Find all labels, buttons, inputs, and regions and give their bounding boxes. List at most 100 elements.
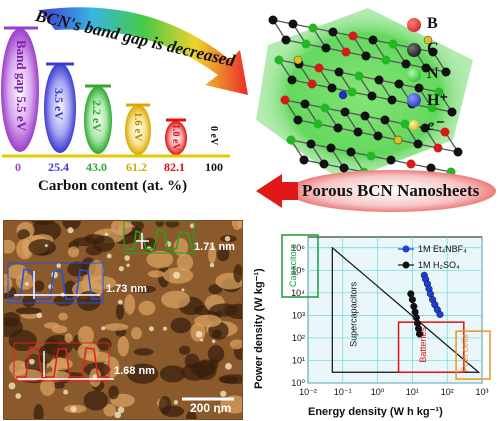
height-label-3: 1.68 nm: [114, 365, 155, 377]
bubble-4: [165, 121, 187, 155]
lattice-atom: [433, 143, 443, 153]
lattice-atom: [366, 151, 376, 161]
x-tick-label: 10⁻²: [299, 387, 317, 397]
lattice-atom: [447, 107, 457, 117]
lattice-atom: [420, 123, 430, 133]
afm-texture: [4, 221, 242, 419]
lattice-atom: [327, 83, 337, 93]
data-point: [415, 330, 424, 338]
bubble-0: [1, 28, 39, 152]
region-label-batteries: Batteries: [418, 327, 428, 363]
region-label-supercapacitors: Supercapacitors: [349, 281, 359, 347]
decrease-arrow: [40, 7, 248, 95]
lattice-atom: [287, 75, 297, 85]
lattice-atom: [388, 39, 398, 49]
lattice-atom: [340, 107, 350, 117]
legend-label: 1M H₂SO₄: [418, 260, 460, 270]
lattice-atom: [373, 131, 383, 141]
lattice-special-atom: [338, 90, 348, 100]
y-tick-label: 10⁰: [291, 378, 305, 388]
lattice-atom: [361, 51, 371, 61]
lattice-atom: [453, 147, 463, 157]
lattice-atom: [426, 163, 436, 173]
lattice-atom: [307, 79, 317, 89]
band-gap-label-2: 2.2 eV: [90, 100, 104, 132]
lattice-panel: B C N H⁺ e⁻: [248, 0, 500, 215]
nitrogen-ball-icon: [407, 68, 421, 82]
electron-ball-icon: [409, 120, 419, 130]
lattice-atom: [347, 87, 357, 97]
lattice-atom: [293, 115, 303, 125]
lattice-atom: [353, 127, 363, 137]
scale-bar-label: 200 nm: [190, 401, 232, 415]
lattice-atom: [334, 67, 344, 77]
lattice-atom: [381, 55, 391, 65]
lattice-atom: [360, 111, 370, 121]
lattice-atom: [387, 95, 397, 105]
legend-label: 1M Et₄NBF₄: [418, 244, 467, 254]
carbon-value-0: 0: [15, 160, 21, 174]
lattice-atom: [354, 71, 364, 81]
band-gap-label-3: 1.6 eV: [132, 112, 144, 142]
lattice-atom: [321, 43, 331, 53]
lattice-atom: [428, 47, 438, 57]
lattice-atom: [413, 139, 423, 149]
lattice-atom: [301, 39, 311, 49]
y-tick-label: 10⁶: [291, 243, 305, 253]
band-gap-graphic: [1, 7, 248, 158]
lattice-atom: [314, 63, 324, 73]
band-gap-label-5: 0 eV: [208, 126, 219, 146]
y-tick-label: 10²: [292, 333, 305, 343]
carbon-value-5: 100: [205, 160, 223, 174]
height-label-2: 1.73 nm: [106, 283, 147, 295]
x-tick-label: 10¹: [406, 387, 419, 397]
lattice-atom: [441, 67, 451, 77]
band-gap-label-1: 3.5 eV: [52, 88, 66, 120]
lattice-atom: [306, 139, 316, 149]
batteries-region: [397, 321, 465, 373]
band-gap-panel: BCN's band gap is decreased Band gap 5.5…: [0, 0, 255, 215]
profile-trace-3: [16, 346, 108, 378]
lattice-atom: [339, 163, 349, 173]
bubble-2: [84, 86, 112, 154]
data-point: [408, 296, 416, 304]
lattice-atom: [400, 119, 410, 129]
carbon-value-2: 43.0: [86, 160, 107, 174]
carbon-axis-label: Carbon content (at. %): [38, 178, 188, 194]
y-tick-label: 10⁵: [291, 265, 305, 275]
lattice-atom: [333, 123, 343, 133]
lattice-atom: [406, 159, 416, 169]
bubble-1: [44, 63, 76, 153]
proton-ball-icon: [407, 93, 421, 107]
ragone-plot: 10⁻² 10⁻¹ 10⁰ 10¹ 10² 10³ 10⁰ 10¹ 10² 10³ 10⁴ 10⁵ 10…: [246, 221, 500, 421]
y-tick-label: 10¹: [292, 355, 305, 365]
lattice-atom: [313, 119, 323, 129]
lattice-atom: [286, 135, 296, 145]
lattice-atom: [348, 31, 358, 41]
x-tick-label: 10⁻¹: [334, 387, 352, 397]
carbon-value-3: 61.2: [126, 160, 147, 174]
legend-c: C: [407, 40, 439, 58]
plot-area: [307, 236, 483, 384]
capacitors-region: [281, 234, 319, 298]
legend-b: B: [407, 15, 438, 33]
legend-marker: [402, 245, 410, 253]
lattice-atom: [394, 79, 404, 89]
legend-e: e⁻: [407, 115, 443, 135]
lattice-atom: [326, 143, 336, 153]
lattice-atom: [367, 91, 377, 101]
lattice-atom: [414, 83, 424, 93]
carbon-value-4: 82.1: [164, 160, 185, 174]
legend-h: H⁺: [407, 90, 448, 110]
lattice-atom: [274, 55, 284, 65]
banner-title: Porous BCN Nanosheets: [302, 181, 480, 200]
region-label-capacitors: Capacitors: [288, 243, 298, 287]
lattice-special-atom: [293, 55, 303, 65]
legend-n: N: [407, 65, 439, 83]
lattice-atom: [268, 15, 278, 25]
lattice-atom: [440, 127, 450, 137]
lattice-atom: [280, 95, 290, 105]
lattice-atom: [346, 147, 356, 157]
carbon-value-1: 25.4: [48, 160, 69, 174]
ragone-chart: 10⁻² 10⁻¹ 10⁰ 10¹ 10² 10³ 10⁰ 10¹ 10² 10³ 10⁴ 10⁵ 10…: [281, 234, 491, 397]
